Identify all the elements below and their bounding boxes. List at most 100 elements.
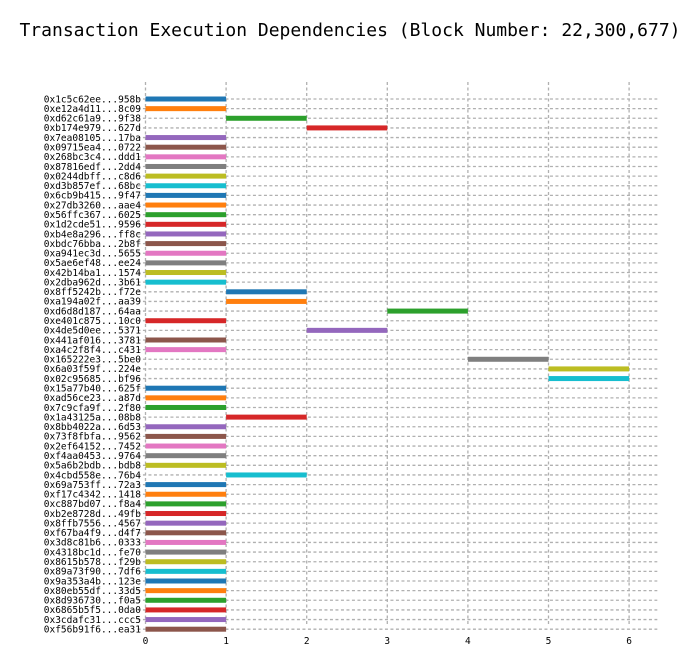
transaction-bar xyxy=(145,530,227,536)
y-tick-label: 0x8615b578...f29b xyxy=(44,557,142,568)
x-tick-label: 5 xyxy=(546,636,552,647)
y-tick-label: 0xa4c2f8f4...c431 xyxy=(44,345,142,356)
y-tick-label: 0xe401c875...10c0 xyxy=(44,316,142,327)
transaction-bar xyxy=(145,520,227,526)
transaction-bar xyxy=(145,578,227,584)
transaction-bar xyxy=(145,453,227,459)
y-tick-label: 0xb2e8728d...49fb xyxy=(44,509,142,520)
y-tick-label: 0x1d2cde51...9596 xyxy=(44,220,142,231)
y-tick-label: 0xb4e8a296...ff8c xyxy=(44,229,141,240)
transaction-bar xyxy=(145,482,227,488)
transaction-bar xyxy=(306,327,388,333)
chart-title: Transaction Execution Dependencies (Bloc… xyxy=(19,20,681,41)
transaction-bar xyxy=(306,125,388,131)
x-tick-label: 4 xyxy=(465,636,471,647)
transaction-bar xyxy=(145,395,227,401)
transaction-bar xyxy=(145,106,227,112)
transaction-bar xyxy=(548,376,630,382)
y-tick-label: 0x73f8fbfa...9562 xyxy=(44,432,141,443)
y-tick-label: 0x1a43125a...08b8 xyxy=(44,412,142,423)
y-tick-label: 0xad56ce23...a87d xyxy=(44,393,141,404)
y-tick-label: 0x6a03f59f...224e xyxy=(44,364,142,375)
transaction-bar xyxy=(145,221,227,227)
transaction-bar xyxy=(145,539,227,545)
transaction-bar xyxy=(145,231,227,237)
y-tick-label: 0x87816edf...2dd4 xyxy=(44,162,142,173)
y-tick-label: 0x5a6b2bdb...bdb8 xyxy=(44,461,142,472)
transaction-bar xyxy=(145,404,227,410)
y-tick-label: 0x4cbd558e...76b4 xyxy=(44,470,142,481)
transaction-bar xyxy=(145,559,227,565)
y-tick-label: 0x2dba962d...3b61 xyxy=(44,277,142,288)
y-tick-label: 0x42b14ba1...1574 xyxy=(44,268,142,279)
y-tick-label: 0xf4aa0453...9764 xyxy=(44,451,142,462)
x-tick-label: 1 xyxy=(223,636,229,647)
y-tick-label: 0x8bb4022a...6d53 xyxy=(44,422,141,433)
transaction-bar xyxy=(145,154,227,160)
y-tick-label: 0xd3b857ef...68bc xyxy=(44,181,141,192)
transaction-bar xyxy=(145,588,227,594)
transaction-bar xyxy=(145,135,227,141)
y-tick-label: 0x27db3260...aae4 xyxy=(44,200,142,211)
x-tick-label: 0 xyxy=(143,636,149,647)
y-tick-label: 0x5ae6ef48...ee24 xyxy=(44,258,142,269)
y-tick-label: 0x4318bc1d...fe70 xyxy=(44,547,142,558)
y-tick-label: 0xbdc76bba...2b8f xyxy=(44,239,141,250)
y-tick-label: 0x3cdafc31...ccc5 xyxy=(44,615,141,626)
y-tick-label: 0x7ea08105...17ba xyxy=(44,133,141,144)
transaction-bar xyxy=(145,260,227,266)
transaction-bar xyxy=(145,192,227,198)
transaction-bar xyxy=(145,549,227,555)
y-tick-label: 0x6cb9b415...9f47 xyxy=(44,191,141,202)
y-tick-label: 0x02c95685...bf96 xyxy=(44,374,142,385)
y-tick-label: 0x2ef64152...7452 xyxy=(44,441,141,452)
transaction-bar xyxy=(145,511,227,517)
y-tick-label: 0x09715ea4...0722 xyxy=(44,143,141,154)
transaction-bar xyxy=(145,385,227,391)
x-tick-layer: 0 1 2 3 4 5 6 xyxy=(143,636,633,647)
transaction-bar xyxy=(145,144,227,150)
y-tick-label: 0x165222e3...5be0 xyxy=(44,355,142,366)
x-tick-label: 2 xyxy=(304,636,310,647)
transaction-bar xyxy=(145,202,227,208)
transaction-bar xyxy=(145,173,227,179)
transaction-bar xyxy=(145,501,227,507)
transaction-bar xyxy=(145,617,227,623)
y-tick-label: 0xd6d8d187...64aa xyxy=(44,306,141,317)
transaction-bar xyxy=(145,347,227,353)
transaction-bar xyxy=(145,270,227,276)
transaction-bar xyxy=(226,472,307,478)
y-tick-label: 0xf56b91f6...ea31 xyxy=(44,625,142,636)
label-layer: 0x1c5c62ee...958b0xe12a4d11...8c090xd62c… xyxy=(44,94,142,635)
y-tick-label: 0x80eb55df...33d5 xyxy=(44,586,141,597)
x-tick-label: 6 xyxy=(626,636,632,647)
transaction-bar xyxy=(226,115,307,121)
transaction-bar xyxy=(145,250,227,256)
y-tick-label: 0x69a753ff...72a3 xyxy=(44,480,141,491)
y-tick-label: 0xf67ba4f9...d4f7 xyxy=(44,528,141,539)
transaction-bar xyxy=(145,462,227,468)
transaction-bar xyxy=(145,212,227,218)
transaction-bar xyxy=(145,443,227,449)
transaction-bar xyxy=(145,597,227,603)
transaction-bar xyxy=(467,356,549,362)
y-tick-label: 0x8ff5242b...f72e xyxy=(44,287,142,298)
y-tick-label: 0x441af016...3781 xyxy=(44,335,142,346)
y-tick-label: 0x8d936730...f0a5 xyxy=(44,596,141,607)
y-tick-label: 0xa941ec3d...5655 xyxy=(44,249,141,260)
transaction-bar xyxy=(145,183,227,189)
transaction-bar xyxy=(226,289,307,295)
y-tick-label: 0x89a73f90...7df6 xyxy=(44,567,142,578)
y-tick-label: 0xa194a02f...aa39 xyxy=(44,297,142,308)
transaction-bar xyxy=(145,607,227,613)
transaction-bar xyxy=(145,96,227,102)
y-tick-label: 0x9a353a4b...123e xyxy=(44,576,142,587)
transaction-bar xyxy=(145,337,227,343)
x-tick-label: 3 xyxy=(384,636,390,647)
transaction-bar xyxy=(387,308,468,314)
y-tick-label: 0xb174e979...627d xyxy=(44,123,141,134)
transaction-bar xyxy=(226,414,307,420)
transaction-bar xyxy=(145,318,227,324)
transaction-bar xyxy=(145,568,227,574)
